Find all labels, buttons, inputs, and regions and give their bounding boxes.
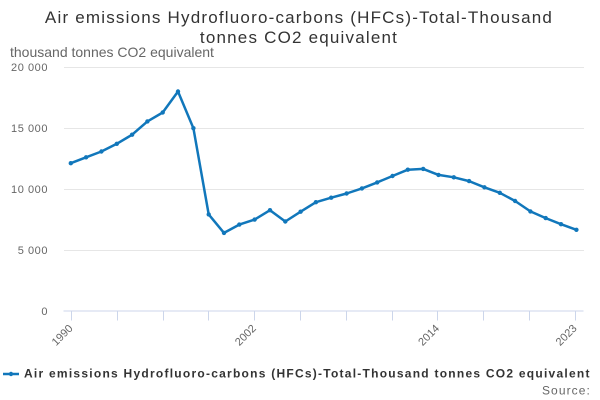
svg-text:5 000: 5 000 <box>18 245 48 257</box>
svg-text:Source:: Source: <box>542 384 591 398</box>
svg-text:thousand tonnes CO2 equivalent: thousand tonnes CO2 equivalent <box>10 44 214 60</box>
svg-text:20 000: 20 000 <box>11 62 48 74</box>
svg-text:0: 0 <box>41 306 48 318</box>
svg-text:Air emissions Hydrofluoro-carb: Air emissions Hydrofluoro-carbons (HFCs)… <box>45 8 553 27</box>
svg-text:tonnes CO2 equivalent: tonnes CO2 equivalent <box>200 28 398 47</box>
svg-text:Air emissions Hydrofluoro-carb: Air emissions Hydrofluoro-carbons (HFCs)… <box>24 367 591 381</box>
svg-text:10 000: 10 000 <box>11 184 48 196</box>
svg-text:15 000: 15 000 <box>11 123 48 135</box>
